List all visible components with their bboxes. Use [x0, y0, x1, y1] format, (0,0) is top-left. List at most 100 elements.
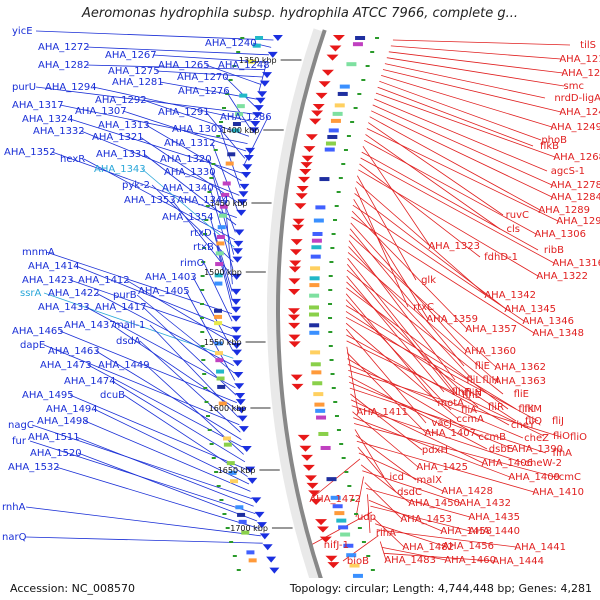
gene-block[interactable] [216, 376, 225, 381]
gene-label-text[interactable]: AHA_1321 [92, 132, 144, 143]
left-gene-label[interactable]: AHA_1437 [64, 320, 116, 331]
left-gene-label[interactable]: AHA_1343 [94, 164, 146, 175]
left-gene-label[interactable]: AHA_1275 [108, 66, 160, 77]
right-gene-label[interactable]: fliM [524, 404, 542, 415]
left-gene-label[interactable]: AHA_1511 [28, 432, 80, 443]
gene-block[interactable] [214, 314, 223, 319]
gene-label-text[interactable]: AHA_1495 [22, 390, 74, 401]
gene-arrow[interactable] [303, 146, 316, 153]
left-gene-label[interactable]: AHA_1286 [220, 112, 272, 123]
gene-label-text[interactable]: AHA_1249 [550, 122, 600, 133]
gene-block[interactable] [334, 511, 345, 516]
left-gene-label[interactable]: dcuB [100, 390, 125, 401]
gene-label-text[interactable]: fliE [475, 361, 490, 372]
gene-arrow[interactable] [233, 372, 244, 379]
gene-arrow[interactable] [288, 322, 301, 329]
gene-arrow[interactable] [266, 556, 277, 563]
gene-arrow[interactable] [243, 154, 254, 161]
gene-block[interactable] [310, 350, 321, 355]
gene-block[interactable] [311, 245, 322, 250]
left-gene-label[interactable]: AHA_1403 [145, 272, 197, 283]
gene-label-text[interactable]: AHA_1463 [48, 346, 100, 357]
gene-arrow[interactable] [254, 511, 265, 518]
gene-block[interactable] [216, 241, 225, 246]
right-gene-label[interactable]: vacJ [432, 418, 453, 429]
left-gene-label[interactable]: AHA_1272 [38, 42, 90, 53]
right-gene-label[interactable]: AHA_1390 [511, 444, 563, 455]
gene-label-text[interactable]: cls [507, 224, 521, 235]
left-gene-label[interactable]: AHA_1414 [28, 261, 80, 272]
left-gene-label[interactable]: AHA_1270 [177, 72, 229, 83]
left-gene-label[interactable]: AHA_1320 [160, 154, 212, 165]
gene-arrow[interactable] [290, 239, 303, 246]
gene-arrow[interactable] [291, 383, 304, 390]
gene-arrow[interactable] [288, 314, 301, 321]
gene-arrow[interactable] [289, 249, 302, 256]
right-gene-label[interactable]: AHA_1268 [553, 152, 600, 163]
gene-arrow[interactable] [231, 335, 242, 342]
gene-arrow[interactable] [318, 81, 331, 88]
gene-label-text[interactable]: AHA_1440 [468, 526, 520, 537]
right-gene-label[interactable]: fliK [518, 404, 534, 415]
gene-label-text[interactable]: AHA_1472 [309, 494, 361, 505]
gene-label-text[interactable]: AHA_1363 [494, 376, 546, 387]
gene-block[interactable] [222, 181, 231, 186]
gene-label-text[interactable]: fliH [482, 375, 499, 386]
left-gene-label[interactable]: AHA_1465 [12, 326, 64, 337]
gene-label-text[interactable]: AHA_1324 [22, 114, 74, 125]
gene-label-text[interactable]: AHA_1473 [40, 360, 92, 371]
gene-label-text[interactable]: AHA_1278 [550, 180, 600, 191]
gene-label-text[interactable]: narQ [2, 532, 27, 543]
gene-arrow[interactable] [309, 118, 322, 125]
gene-block[interactable] [320, 445, 331, 450]
gene-label-text[interactable]: AHA_1428 [441, 486, 493, 497]
left-gene-label[interactable]: dsdA [116, 336, 141, 347]
gene-label-text[interactable]: fliN [465, 388, 482, 399]
gene-block[interactable] [328, 128, 339, 133]
gene-label-text[interactable]: AHA_1282 [38, 60, 90, 71]
gene-label-text[interactable]: flhE [462, 390, 481, 401]
right-gene-label[interactable]: dsdC [397, 487, 422, 498]
right-gene-label[interactable]: flhA [553, 448, 573, 459]
gene-arrow[interactable] [295, 193, 308, 200]
gene-block[interactable] [235, 505, 244, 510]
gene-label-text[interactable]: malX [417, 475, 443, 486]
gene-arrow[interactable] [300, 162, 313, 169]
gene-block[interactable] [214, 308, 223, 313]
gene-label-text[interactable]: rtxB [193, 242, 214, 253]
gene-block[interactable] [325, 141, 336, 146]
gene-block[interactable] [309, 276, 320, 281]
gene-label-text[interactable]: fliO [553, 431, 570, 442]
gene-label-text[interactable]: yicE [12, 26, 33, 37]
gene-arrow[interactable] [234, 229, 245, 236]
right-gene-label[interactable]: AHA_1482 [402, 542, 454, 553]
right-gene-label[interactable]: AHA_1242 [559, 107, 600, 118]
gene-label-text[interactable]: AHA_1450 [408, 498, 460, 509]
gene-arrow[interactable] [231, 326, 242, 333]
gene-label-text[interactable]: AHA_1437 [64, 320, 116, 331]
gene-label-text[interactable]: AHA_1410 [532, 487, 584, 498]
gene-label-text[interactable]: fliK [518, 404, 534, 415]
gene-arrow[interactable] [292, 224, 305, 231]
left-gene-label[interactable]: AHA_1276 [178, 86, 230, 97]
gene-label-text[interactable]: AHA_1498 [37, 416, 89, 427]
left-gene-label[interactable]: AHA_1423 [22, 275, 74, 286]
right-gene-label[interactable]: fliO [570, 432, 587, 443]
gene-label-text[interactable]: fliA [461, 405, 477, 416]
gene-label-text[interactable]: AHA_1353 [124, 195, 176, 206]
gene-arrow[interactable] [304, 475, 317, 482]
gene-arrow[interactable] [289, 260, 302, 267]
left-gene-label[interactable]: AHA_1473 [40, 360, 92, 371]
gene-label-text[interactable]: AHA_1520 [30, 448, 82, 459]
right-gene-label[interactable]: AHA_1278 [550, 180, 600, 191]
right-gene-label[interactable]: AHA_1428 [441, 486, 493, 497]
left-gene-label[interactable]: AHA_1330 [164, 167, 216, 178]
gene-arrow[interactable] [231, 298, 242, 305]
gene-label-text[interactable]: AHA_1482 [402, 542, 454, 553]
gene-block[interactable] [309, 312, 320, 317]
gene-label-text[interactable]: phoB [541, 135, 567, 146]
gene-arrow[interactable] [319, 536, 332, 543]
gene-label-text[interactable]: AHA_1494 [46, 404, 98, 415]
gene-label-text[interactable]: mnmA [22, 247, 55, 258]
gene-label-text[interactable]: rtxC [413, 302, 434, 313]
